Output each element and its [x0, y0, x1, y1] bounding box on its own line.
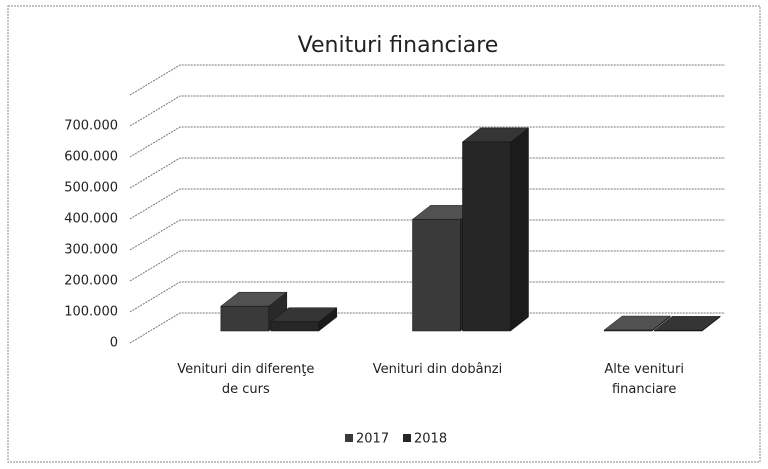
- x-tick-label: Venituri din dobânzi: [372, 362, 503, 377]
- bar-front: [270, 321, 320, 332]
- grid-line: [129, 126, 725, 158]
- grid-line: [129, 281, 725, 313]
- legend-label: 2018: [414, 432, 447, 447]
- legend-swatch: [345, 434, 353, 442]
- y-tick-label: 500.000: [64, 181, 118, 196]
- bar: [220, 291, 288, 332]
- grid-line: [129, 219, 725, 251]
- bar: [603, 315, 671, 332]
- x-tick-label: Alte venituri financiare: [604, 362, 684, 397]
- bar-front: [220, 305, 270, 332]
- bar: [653, 315, 721, 332]
- grid-line: [129, 250, 725, 282]
- chart-title: Venituri financiare: [298, 33, 499, 58]
- grid-line: [129, 188, 725, 220]
- bar: [270, 307, 338, 332]
- bar-front: [603, 329, 653, 332]
- y-tick-label: 100.000: [64, 305, 118, 320]
- grid-line: [129, 312, 725, 344]
- y-tick-label: 300.000: [64, 243, 118, 258]
- grid-line: [129, 64, 725, 96]
- y-tick-label: 0: [110, 336, 118, 351]
- grid-line: [129, 157, 725, 189]
- bar-front: [653, 330, 703, 332]
- y-tick-label: 200.000: [64, 274, 118, 289]
- grid-line: [129, 95, 725, 127]
- legend-swatch: [403, 434, 411, 442]
- chart-frame: [7, 5, 761, 463]
- bar-front: [462, 141, 511, 332]
- bar-front: [412, 219, 461, 332]
- bar: [461, 127, 530, 332]
- y-tick-label: 600.000: [64, 150, 118, 165]
- y-tick-label: 400.000: [64, 212, 118, 227]
- bar-side: [510, 127, 529, 332]
- x-tick-label: Venituri din diferenţe de curs: [177, 362, 315, 397]
- y-tick-label: 700.000: [64, 119, 118, 134]
- legend-label: 2017: [356, 432, 389, 447]
